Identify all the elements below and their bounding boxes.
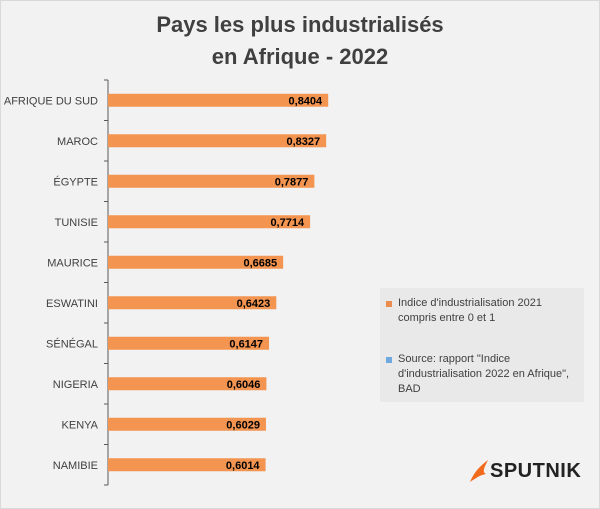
chart-title-line-1: Pays les plus industrialisés <box>156 12 444 37</box>
value-label-8: 0,6029 <box>226 419 260 431</box>
bar-2 <box>108 174 315 188</box>
legend-swatch-index <box>386 301 392 307</box>
category-label-3: TUNISIE <box>55 217 98 229</box>
category-label-2: ÉGYPTE <box>53 175 98 188</box>
category-label-9: NAMIBIE <box>53 460 98 472</box>
bar-0 <box>108 93 329 107</box>
value-label-6: 0,6147 <box>229 338 263 350</box>
category-label-0: AFRIQUE DU SUD <box>4 95 98 107</box>
bar-8 <box>108 417 266 431</box>
bar-3 <box>108 215 311 229</box>
category-label-1: MAROC <box>57 136 98 148</box>
category-label-7: NIGERIA <box>53 379 99 391</box>
bar-1 <box>108 134 327 148</box>
category-label-6: SÉNÉGAL <box>46 337 98 350</box>
bar-6 <box>108 336 270 350</box>
bar-4 <box>108 255 284 269</box>
value-label-2: 0,7877 <box>275 176 309 188</box>
bar-7 <box>108 377 267 391</box>
value-label-9: 0,6014 <box>226 460 261 472</box>
legend-label-index: Indice d'industrialisation 2021 compris … <box>398 297 542 324</box>
legend-swatch-source <box>386 357 392 363</box>
value-label-1: 0,8327 <box>287 136 321 148</box>
category-label-4: MAURICE <box>47 257 98 269</box>
brand-name: SPUTNIK <box>490 460 582 482</box>
legend-item-index: Indice d'industrialisation 2021 compris … <box>386 296 582 326</box>
value-label-0: 0,8404 <box>289 95 324 107</box>
legend: Indice d'industrialisation 2021 compris … <box>380 288 584 402</box>
chart-title-line-2: en Afrique - 2022 <box>211 44 389 69</box>
sputnik-logo-icon <box>470 460 488 482</box>
value-label-4: 0,6685 <box>243 257 277 269</box>
category-label-5: ESWATINI <box>46 298 98 310</box>
value-label-5: 0,6423 <box>237 298 271 310</box>
legend-label-source: Source: rapport "Indice d'industrialisat… <box>398 353 570 395</box>
bar-9 <box>108 458 266 472</box>
value-label-7: 0,6046 <box>227 379 261 391</box>
value-label-3: 0,7714 <box>270 217 305 229</box>
bar-5 <box>108 296 277 310</box>
category-label-8: KENYA <box>62 419 99 431</box>
legend-item-source: Source: rapport "Indice d'industrialisat… <box>386 352 582 397</box>
